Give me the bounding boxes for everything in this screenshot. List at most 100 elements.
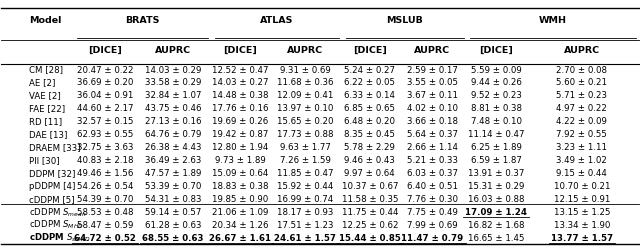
Text: WMH: WMH: [539, 16, 567, 25]
Text: 5.64 ± 0.37: 5.64 ± 0.37: [407, 130, 458, 139]
Text: PII [30]: PII [30]: [29, 156, 60, 165]
Text: 4.97 ± 0.22: 4.97 ± 0.22: [556, 104, 607, 113]
Text: cDDPM $S_{mean}$: cDDPM $S_{mean}$: [29, 206, 87, 219]
Text: 13.15 ± 1.25: 13.15 ± 1.25: [554, 208, 610, 217]
Text: 10.70 ± 0.21: 10.70 ± 0.21: [554, 182, 610, 191]
Text: 17.09 ± 1.24: 17.09 ± 1.24: [465, 208, 527, 217]
Text: 14.03 ± 0.29: 14.03 ± 0.29: [145, 65, 202, 74]
Text: AUPRC: AUPRC: [414, 46, 451, 55]
Text: 16.82 ± 1.68: 16.82 ± 1.68: [468, 221, 525, 230]
Text: 47.57 ± 1.89: 47.57 ± 1.89: [145, 169, 202, 178]
Text: 7.99 ± 0.69: 7.99 ± 0.69: [407, 221, 458, 230]
Text: 5.71 ± 0.23: 5.71 ± 0.23: [556, 91, 607, 100]
Text: 11.85 ± 0.47: 11.85 ± 0.47: [277, 169, 333, 178]
Text: 4.02 ± 0.10: 4.02 ± 0.10: [407, 104, 458, 113]
Text: 11.14 ± 0.47: 11.14 ± 0.47: [468, 130, 525, 139]
Text: DDPM [32]: DDPM [32]: [29, 169, 76, 178]
Text: 5.59 ± 0.09: 5.59 ± 0.09: [471, 65, 522, 74]
Text: 17.76 ± 0.16: 17.76 ± 0.16: [212, 104, 268, 113]
Text: BRATS: BRATS: [125, 16, 160, 25]
Text: 3.49 ± 1.02: 3.49 ± 1.02: [556, 156, 607, 165]
Text: 3.67 ± 0.11: 3.67 ± 0.11: [407, 91, 458, 100]
Text: 24.61 ± 1.57: 24.61 ± 1.57: [275, 234, 336, 243]
Text: 3.66 ± 0.18: 3.66 ± 0.18: [407, 117, 458, 126]
Text: 26.67 ± 1.61: 26.67 ± 1.61: [209, 234, 271, 243]
Text: DRAEM [33]: DRAEM [33]: [29, 143, 81, 152]
Text: 3.55 ± 0.05: 3.55 ± 0.05: [407, 78, 458, 87]
Text: 5.24 ± 0.27: 5.24 ± 0.27: [344, 65, 396, 74]
Text: 7.26 ± 1.59: 7.26 ± 1.59: [280, 156, 331, 165]
Text: 10.37 ± 0.67: 10.37 ± 0.67: [342, 182, 398, 191]
Text: 9.31 ± 0.69: 9.31 ± 0.69: [280, 65, 331, 74]
Text: 14.03 ± 0.27: 14.03 ± 0.27: [212, 78, 268, 87]
Text: AE [2]: AE [2]: [29, 78, 56, 87]
Text: 15.65 ± 0.20: 15.65 ± 0.20: [277, 117, 333, 126]
Text: 62.93 ± 0.55: 62.93 ± 0.55: [77, 130, 133, 139]
Text: 7.75 ± 0.49: 7.75 ± 0.49: [407, 208, 458, 217]
Text: 8.81 ± 0.38: 8.81 ± 0.38: [471, 104, 522, 113]
Text: 5.60 ± 0.21: 5.60 ± 0.21: [556, 78, 607, 87]
Text: 54.31 ± 0.83: 54.31 ± 0.83: [145, 195, 202, 204]
Text: 9.97 ± 0.64: 9.97 ± 0.64: [344, 169, 395, 178]
Text: 20.47 ± 0.22: 20.47 ± 0.22: [77, 65, 133, 74]
Text: DAE [13]: DAE [13]: [29, 130, 68, 139]
Text: 9.46 ± 0.43: 9.46 ± 0.43: [344, 156, 396, 165]
Text: 14.48 ± 0.38: 14.48 ± 0.38: [212, 91, 268, 100]
Text: 9.44 ± 0.26: 9.44 ± 0.26: [471, 78, 522, 87]
Text: 12.15 ± 0.91: 12.15 ± 0.91: [554, 195, 610, 204]
Text: 61.28 ± 0.63: 61.28 ± 0.63: [145, 221, 202, 230]
Text: [DICE]: [DICE]: [223, 46, 257, 55]
Text: 32.57 ± 0.15: 32.57 ± 0.15: [77, 117, 133, 126]
Text: 54.39 ± 0.70: 54.39 ± 0.70: [77, 195, 133, 204]
Text: AUPRC: AUPRC: [564, 46, 600, 55]
Text: 7.76 ± 0.30: 7.76 ± 0.30: [407, 195, 458, 204]
Text: VAE [2]: VAE [2]: [29, 91, 61, 100]
Text: 26.38 ± 4.43: 26.38 ± 4.43: [145, 143, 202, 152]
Text: 32.75 ± 3.63: 32.75 ± 3.63: [77, 143, 133, 152]
Text: 36.49 ± 2.63: 36.49 ± 2.63: [145, 156, 202, 165]
Text: 9.15 ± 0.44: 9.15 ± 0.44: [556, 169, 607, 178]
Text: 43.75 ± 0.46: 43.75 ± 0.46: [145, 104, 202, 113]
Text: 15.31 ± 0.29: 15.31 ± 0.29: [468, 182, 524, 191]
Text: 11.68 ± 0.36: 11.68 ± 0.36: [277, 78, 333, 87]
Text: 12.52 ± 0.47: 12.52 ± 0.47: [212, 65, 268, 74]
Text: 13.34 ± 1.90: 13.34 ± 1.90: [554, 221, 610, 230]
Text: 6.59 ± 1.87: 6.59 ± 1.87: [471, 156, 522, 165]
Text: 12.09 ± 0.41: 12.09 ± 0.41: [277, 91, 333, 100]
Text: 19.69 ± 0.26: 19.69 ± 0.26: [212, 117, 268, 126]
Text: 19.42 ± 0.87: 19.42 ± 0.87: [212, 130, 268, 139]
Text: 44.60 ± 2.17: 44.60 ± 2.17: [77, 104, 133, 113]
Text: 15.92 ± 0.44: 15.92 ± 0.44: [277, 182, 333, 191]
Text: 7.48 ± 0.10: 7.48 ± 0.10: [471, 117, 522, 126]
Text: 2.70 ± 0.08: 2.70 ± 0.08: [556, 65, 607, 74]
Text: RD [11]: RD [11]: [29, 117, 63, 126]
Text: 13.97 ± 0.10: 13.97 ± 0.10: [277, 104, 333, 113]
Text: 54.26 ± 0.54: 54.26 ± 0.54: [77, 182, 133, 191]
Text: 16.03 ± 0.88: 16.03 ± 0.88: [468, 195, 525, 204]
Text: cDDPM [5]: cDDPM [5]: [29, 195, 75, 204]
Text: 12.80 ± 1.94: 12.80 ± 1.94: [212, 143, 268, 152]
Text: 2.66 ± 1.14: 2.66 ± 1.14: [407, 143, 458, 152]
Text: 17.51 ± 1.23: 17.51 ± 1.23: [277, 221, 333, 230]
Text: 36.69 ± 0.20: 36.69 ± 0.20: [77, 78, 133, 87]
Text: 16.99 ± 0.74: 16.99 ± 0.74: [277, 195, 333, 204]
Text: 49.46 ± 1.56: 49.46 ± 1.56: [77, 169, 133, 178]
Text: 9.52 ± 0.23: 9.52 ± 0.23: [471, 91, 522, 100]
Text: 8.35 ± 0.45: 8.35 ± 0.45: [344, 130, 396, 139]
Text: 15.44 ± 0.85: 15.44 ± 0.85: [339, 234, 401, 243]
Text: 6.40 ± 0.51: 6.40 ± 0.51: [407, 182, 458, 191]
Text: 59.14 ± 0.57: 59.14 ± 0.57: [145, 208, 202, 217]
Text: 33.58 ± 0.29: 33.58 ± 0.29: [145, 78, 202, 87]
Text: 13.77 ± 1.57: 13.77 ± 1.57: [551, 234, 613, 243]
Text: 9.63 ± 1.77: 9.63 ± 1.77: [280, 143, 331, 152]
Text: Model: Model: [29, 16, 62, 25]
Text: 6.85 ± 0.65: 6.85 ± 0.65: [344, 104, 396, 113]
Text: AUPRC: AUPRC: [155, 46, 191, 55]
Text: 7.92 ± 0.55: 7.92 ± 0.55: [556, 130, 607, 139]
Text: 11.58 ± 0.35: 11.58 ± 0.35: [342, 195, 398, 204]
Text: 2.59 ± 0.17: 2.59 ± 0.17: [407, 65, 458, 74]
Text: 9.73 ± 1.89: 9.73 ± 1.89: [215, 156, 266, 165]
Text: 58.53 ± 0.48: 58.53 ± 0.48: [77, 208, 133, 217]
Text: 40.83 ± 2.18: 40.83 ± 2.18: [77, 156, 133, 165]
Text: ATLAS: ATLAS: [260, 16, 294, 25]
